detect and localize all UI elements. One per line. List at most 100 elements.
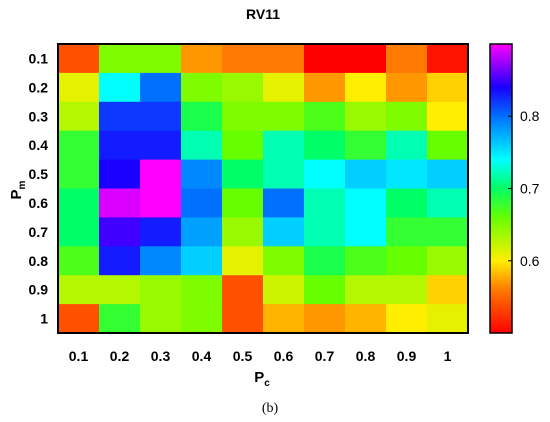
y-tick-label: 0.3 bbox=[29, 108, 49, 124]
heatmap-cell bbox=[181, 130, 223, 161]
heatmap-cell bbox=[222, 72, 264, 103]
heatmap-cell bbox=[304, 72, 346, 103]
colorbar-tick-label: 0.6 bbox=[520, 253, 540, 269]
heatmap-cell bbox=[58, 304, 100, 334]
heatmap-cell bbox=[140, 217, 182, 247]
heatmap-cell bbox=[304, 159, 346, 190]
heatmap-cell bbox=[345, 101, 387, 132]
x-tick-label: 0.9 bbox=[397, 348, 417, 364]
heatmap-cell bbox=[140, 304, 182, 334]
heatmap-cell bbox=[263, 217, 305, 247]
y-axis-label-sub: m bbox=[17, 180, 28, 189]
heatmap-cell bbox=[345, 304, 387, 334]
heatmap-cell bbox=[222, 217, 264, 247]
heatmap-cell bbox=[345, 246, 387, 276]
heatmap-cell bbox=[386, 304, 428, 334]
x-axis-label: Pc bbox=[254, 369, 270, 389]
heatmap-cell bbox=[345, 188, 387, 218]
heatmap-cell bbox=[99, 72, 141, 103]
heatmap-cell bbox=[181, 159, 223, 190]
heatmap-cell bbox=[386, 188, 428, 218]
x-tick-labels: 0.1 0.2 0.3 0.4 0.5 0.6 0.7 0.8 0.9 1 bbox=[69, 348, 452, 364]
heatmap-cell bbox=[99, 217, 141, 247]
heatmap-cell bbox=[58, 130, 100, 161]
heatmap-cell bbox=[58, 275, 100, 305]
y-tick-label: 0.8 bbox=[29, 253, 49, 269]
heatmap-cell bbox=[386, 217, 428, 247]
heatmap-cell bbox=[181, 44, 223, 74]
y-tick-label: 0.2 bbox=[29, 79, 49, 95]
y-tick-labels: 0.1 0.2 0.3 0.4 0.5 0.6 0.7 0.8 0.9 1 bbox=[29, 51, 49, 327]
heatmap-cell bbox=[304, 304, 346, 334]
heatmap-cell bbox=[140, 130, 182, 161]
heatmap-cell bbox=[263, 72, 305, 103]
x-tick-label: 0.6 bbox=[274, 348, 294, 364]
heatmap-cell bbox=[304, 130, 346, 161]
y-axis-label-main: P bbox=[8, 189, 25, 199]
y-tick-label: 0.5 bbox=[29, 166, 49, 182]
heatmap-cell bbox=[427, 275, 469, 305]
heatmap-cell bbox=[181, 246, 223, 276]
heatmap-cell bbox=[263, 44, 305, 74]
heatmap-cell bbox=[58, 246, 100, 276]
heatmap-cell bbox=[345, 44, 387, 74]
heatmap-cell bbox=[99, 275, 141, 305]
heatmap-cell bbox=[222, 130, 264, 161]
chart-title: RV11 bbox=[246, 6, 280, 22]
x-axis-label-main: P bbox=[254, 369, 264, 386]
y-tick-label: 0.9 bbox=[29, 282, 49, 298]
heatmap-cell bbox=[386, 101, 428, 132]
heatmap-cells bbox=[58, 44, 469, 334]
heatmap-cell bbox=[58, 44, 100, 74]
heatmap-cell bbox=[427, 188, 469, 218]
heatmap-cell bbox=[263, 130, 305, 161]
heatmap-cell bbox=[386, 246, 428, 276]
heatmap-cell bbox=[140, 188, 182, 218]
x-tick-label: 0.8 bbox=[356, 348, 376, 364]
heatmap-cell bbox=[386, 275, 428, 305]
heatmap-cell bbox=[263, 188, 305, 218]
x-tick-label: 0.2 bbox=[110, 348, 130, 364]
heatmap-cell bbox=[427, 130, 469, 161]
heatmap-cell bbox=[222, 275, 264, 305]
heatmap-cell bbox=[222, 44, 264, 74]
heatmap-cell bbox=[345, 72, 387, 103]
colorbar-ticks: 0.6 0.7 0.8 bbox=[508, 108, 540, 269]
heatmap-cell bbox=[58, 101, 100, 132]
heatmap-cell bbox=[140, 159, 182, 190]
heatmap-cell bbox=[140, 246, 182, 276]
heatmap-cell bbox=[58, 188, 100, 218]
heatmap-cell bbox=[263, 246, 305, 276]
x-tick-label: 0.3 bbox=[151, 348, 171, 364]
heatmap-cell bbox=[140, 101, 182, 132]
heatmap-cell bbox=[427, 72, 469, 103]
heatmap-cell bbox=[263, 275, 305, 305]
heatmap-cell bbox=[58, 72, 100, 103]
heatmap-cell bbox=[304, 101, 346, 132]
x-axis-label-sub: c bbox=[264, 378, 270, 389]
heatmap-cell bbox=[304, 44, 346, 74]
colorbar-tick-label: 0.7 bbox=[520, 181, 540, 197]
heatmap-cell bbox=[304, 188, 346, 218]
heatmap-cell bbox=[427, 44, 469, 74]
y-tick-label: 0.7 bbox=[29, 224, 49, 240]
heatmap-cell bbox=[99, 44, 141, 74]
heatmap-cell bbox=[427, 246, 469, 276]
heatmap-cell bbox=[99, 101, 141, 132]
heatmap-cell bbox=[386, 44, 428, 74]
heatmap-cell bbox=[140, 72, 182, 103]
figure-caption: (b) bbox=[262, 401, 279, 416]
heatmap-cell bbox=[222, 246, 264, 276]
heatmap-cell bbox=[345, 217, 387, 247]
heatmap-cell bbox=[222, 101, 264, 132]
heatmap-cell bbox=[181, 304, 223, 334]
heatmap-cell bbox=[304, 275, 346, 305]
heatmap-cell bbox=[58, 159, 100, 190]
heatmap-cell bbox=[427, 159, 469, 190]
heatmap-cell bbox=[222, 188, 264, 218]
heatmap-cell bbox=[345, 130, 387, 161]
heatmap-cell bbox=[99, 130, 141, 161]
x-tick-label: 0.7 bbox=[315, 348, 335, 364]
x-tick-label: 1 bbox=[444, 348, 452, 364]
